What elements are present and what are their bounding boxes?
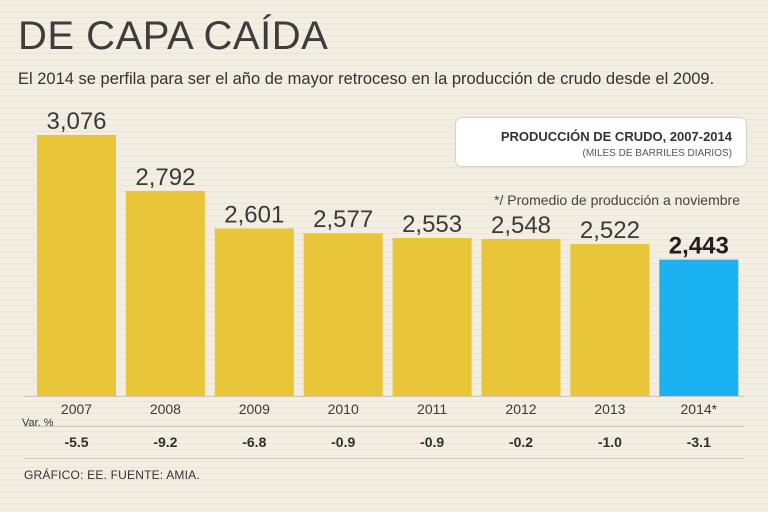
value-label-2010: 2,577: [313, 206, 373, 233]
value-label-2008: 2,792: [135, 164, 195, 191]
var-row-bottom-divider: [24, 458, 744, 459]
bar-2014*: [659, 259, 739, 396]
category-label-2013: 2013: [594, 401, 625, 417]
value-label-2014*: 2,443: [669, 233, 729, 260]
var-percent-2007: -5.5: [64, 434, 88, 450]
category-label-2009: 2009: [239, 401, 270, 417]
category-label-2008: 2008: [150, 401, 181, 417]
value-label-2009: 2,601: [224, 201, 284, 228]
page-title: DE CAPA CAÍDA: [18, 14, 329, 58]
category-label-2014*: 2014*: [681, 401, 718, 417]
var-percent-label: Var. %: [22, 417, 54, 429]
bar-2010: [303, 233, 383, 396]
bar-2008: [125, 190, 205, 396]
page-subtitle: El 2014 se perfila para ser el año de ma…: [18, 70, 715, 88]
var-percent-2014*: -3.1: [687, 434, 711, 450]
var-percent-2009: -6.8: [242, 434, 266, 450]
var-percent-2008: -9.2: [153, 434, 177, 450]
chart-legend-box: PRODUCCIÓN DE CRUDO, 2007-2014 (MILES DE…: [456, 118, 746, 166]
var-row-top-divider: [24, 426, 744, 427]
bar-2009: [214, 228, 294, 396]
value-label-2007: 3,076: [46, 108, 106, 135]
category-label-2012: 2012: [505, 401, 536, 417]
bar-2013: [570, 244, 650, 396]
source-credit: GRÁFICO: EE. FUENTE: AMIA.: [24, 468, 200, 482]
bar-2011: [392, 237, 472, 396]
footnote: */ Promedio de producción a noviembre: [494, 192, 740, 208]
var-percent-2011: -0.9: [420, 434, 444, 450]
bar-2012: [481, 238, 561, 396]
legend-title: PRODUCCIÓN DE CRUDO, 2007-2014: [500, 129, 732, 144]
value-label-2013: 2,522: [580, 217, 640, 244]
value-label-2011: 2,553: [402, 211, 462, 238]
legend-subtitle: (MILES DE BARRILES DIARIOS): [582, 148, 732, 159]
var-percent-2013: -1.0: [598, 434, 622, 450]
category-label-2010: 2010: [328, 401, 359, 417]
value-label-2012: 2,548: [491, 212, 551, 239]
category-label-2007: 2007: [61, 401, 92, 417]
var-percent-2012: -0.2: [509, 434, 533, 450]
bar-2007: [37, 135, 116, 396]
category-label-2011: 2011: [417, 401, 447, 417]
var-percent-2010: -0.9: [331, 434, 355, 450]
